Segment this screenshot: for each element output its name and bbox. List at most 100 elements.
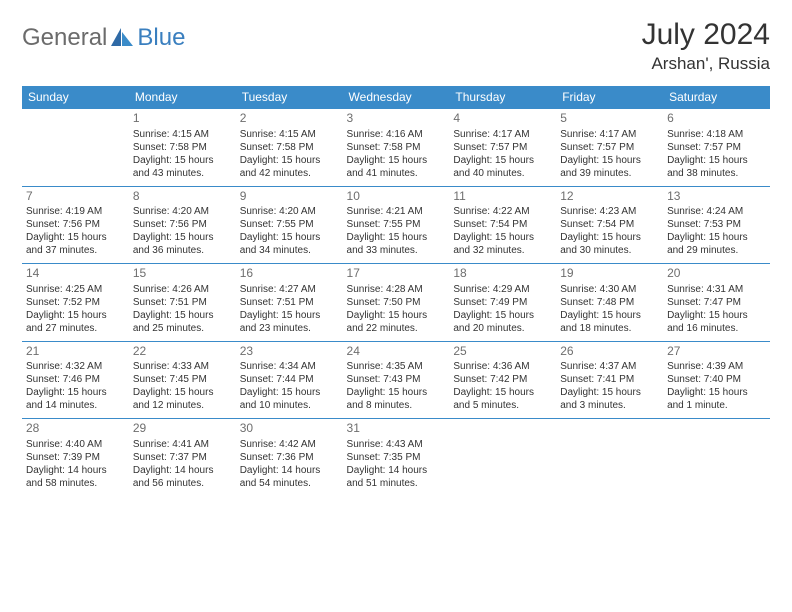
daylight-line: Daylight: 15 hours and 38 minutes. — [667, 154, 766, 180]
day-number: 7 — [26, 189, 125, 205]
sunrise-line: Sunrise: 4:29 AM — [453, 283, 552, 296]
calendar-day-cell: 7Sunrise: 4:19 AMSunset: 7:56 PMDaylight… — [22, 186, 129, 264]
daylight-line: Daylight: 15 hours and 20 minutes. — [453, 309, 552, 335]
sunset-line: Sunset: 7:54 PM — [453, 218, 552, 231]
day-number: 28 — [26, 421, 125, 437]
day-number: 4 — [453, 111, 552, 127]
sail-icon — [111, 28, 133, 48]
sunrise-line: Sunrise: 4:20 AM — [133, 205, 232, 218]
sunrise-line: Sunrise: 4:24 AM — [667, 205, 766, 218]
daylight-line: Daylight: 14 hours and 51 minutes. — [347, 464, 446, 490]
sunset-line: Sunset: 7:41 PM — [560, 373, 659, 386]
sunrise-line: Sunrise: 4:28 AM — [347, 283, 446, 296]
sunset-line: Sunset: 7:55 PM — [240, 218, 339, 231]
calendar-day-cell: 1Sunrise: 4:15 AMSunset: 7:58 PMDaylight… — [129, 109, 236, 187]
sunset-line: Sunset: 7:50 PM — [347, 296, 446, 309]
calendar-week-row: 14Sunrise: 4:25 AMSunset: 7:52 PMDayligh… — [22, 264, 770, 342]
sunset-line: Sunset: 7:37 PM — [133, 451, 232, 464]
calendar-day-cell — [556, 419, 663, 496]
sunrise-line: Sunrise: 4:17 AM — [453, 128, 552, 141]
day-number: 11 — [453, 189, 552, 205]
daylight-line: Daylight: 15 hours and 34 minutes. — [240, 231, 339, 257]
brand-logo: General Blue — [22, 18, 185, 52]
brand-part1: General — [22, 24, 107, 52]
sunrise-line: Sunrise: 4:37 AM — [560, 360, 659, 373]
day-number: 24 — [347, 344, 446, 360]
sunrise-line: Sunrise: 4:16 AM — [347, 128, 446, 141]
daylight-line: Daylight: 15 hours and 12 minutes. — [133, 386, 232, 412]
daylight-line: Daylight: 15 hours and 8 minutes. — [347, 386, 446, 412]
calendar-week-row: 21Sunrise: 4:32 AMSunset: 7:46 PMDayligh… — [22, 341, 770, 419]
sunset-line: Sunset: 7:58 PM — [240, 141, 339, 154]
daylight-line: Daylight: 15 hours and 30 minutes. — [560, 231, 659, 257]
calendar-week-row: 7Sunrise: 4:19 AMSunset: 7:56 PMDaylight… — [22, 186, 770, 264]
sunset-line: Sunset: 7:57 PM — [560, 141, 659, 154]
daylight-line: Daylight: 15 hours and 36 minutes. — [133, 231, 232, 257]
calendar-day-cell: 17Sunrise: 4:28 AMSunset: 7:50 PMDayligh… — [343, 264, 450, 342]
sunset-line: Sunset: 7:58 PM — [133, 141, 232, 154]
calendar-day-cell: 30Sunrise: 4:42 AMSunset: 7:36 PMDayligh… — [236, 419, 343, 496]
sunrise-line: Sunrise: 4:15 AM — [240, 128, 339, 141]
sunset-line: Sunset: 7:51 PM — [133, 296, 232, 309]
sunrise-line: Sunrise: 4:43 AM — [347, 438, 446, 451]
sunset-line: Sunset: 7:55 PM — [347, 218, 446, 231]
sunset-line: Sunset: 7:40 PM — [667, 373, 766, 386]
sunrise-line: Sunrise: 4:35 AM — [347, 360, 446, 373]
calendar-day-cell: 6Sunrise: 4:18 AMSunset: 7:57 PMDaylight… — [663, 109, 770, 187]
day-number: 2 — [240, 111, 339, 127]
calendar-table: SundayMondayTuesdayWednesdayThursdayFrid… — [22, 86, 770, 496]
sunrise-line: Sunrise: 4:32 AM — [26, 360, 125, 373]
sunset-line: Sunset: 7:56 PM — [26, 218, 125, 231]
sunset-line: Sunset: 7:42 PM — [453, 373, 552, 386]
sunrise-line: Sunrise: 4:36 AM — [453, 360, 552, 373]
sunrise-line: Sunrise: 4:15 AM — [133, 128, 232, 141]
daylight-line: Daylight: 15 hours and 1 minute. — [667, 386, 766, 412]
sunset-line: Sunset: 7:49 PM — [453, 296, 552, 309]
sunrise-line: Sunrise: 4:39 AM — [667, 360, 766, 373]
sunset-line: Sunset: 7:39 PM — [26, 451, 125, 464]
day-header: Saturday — [663, 86, 770, 109]
day-number: 29 — [133, 421, 232, 437]
sunrise-line: Sunrise: 4:34 AM — [240, 360, 339, 373]
daylight-line: Daylight: 15 hours and 37 minutes. — [26, 231, 125, 257]
sunrise-line: Sunrise: 4:18 AM — [667, 128, 766, 141]
sunset-line: Sunset: 7:57 PM — [667, 141, 766, 154]
sunset-line: Sunset: 7:44 PM — [240, 373, 339, 386]
sunrise-line: Sunrise: 4:17 AM — [560, 128, 659, 141]
daylight-line: Daylight: 15 hours and 40 minutes. — [453, 154, 552, 180]
sunset-line: Sunset: 7:53 PM — [667, 218, 766, 231]
daylight-line: Daylight: 15 hours and 25 minutes. — [133, 309, 232, 335]
sunrise-line: Sunrise: 4:26 AM — [133, 283, 232, 296]
calendar-day-cell: 31Sunrise: 4:43 AMSunset: 7:35 PMDayligh… — [343, 419, 450, 496]
day-header: Thursday — [449, 86, 556, 109]
calendar-day-cell: 9Sunrise: 4:20 AMSunset: 7:55 PMDaylight… — [236, 186, 343, 264]
calendar-head: SundayMondayTuesdayWednesdayThursdayFrid… — [22, 86, 770, 109]
sunrise-line: Sunrise: 4:22 AM — [453, 205, 552, 218]
calendar-day-cell: 21Sunrise: 4:32 AMSunset: 7:46 PMDayligh… — [22, 341, 129, 419]
day-header: Monday — [129, 86, 236, 109]
day-number: 18 — [453, 266, 552, 282]
sunrise-line: Sunrise: 4:41 AM — [133, 438, 232, 451]
daylight-line: Daylight: 15 hours and 32 minutes. — [453, 231, 552, 257]
day-header: Tuesday — [236, 86, 343, 109]
day-number: 30 — [240, 421, 339, 437]
day-number: 22 — [133, 344, 232, 360]
day-number: 9 — [240, 189, 339, 205]
calendar-day-cell: 2Sunrise: 4:15 AMSunset: 7:58 PMDaylight… — [236, 109, 343, 187]
day-number: 31 — [347, 421, 446, 437]
calendar-day-cell: 29Sunrise: 4:41 AMSunset: 7:37 PMDayligh… — [129, 419, 236, 496]
sunset-line: Sunset: 7:56 PM — [133, 218, 232, 231]
daylight-line: Daylight: 15 hours and 33 minutes. — [347, 231, 446, 257]
sunrise-line: Sunrise: 4:33 AM — [133, 360, 232, 373]
day-number: 12 — [560, 189, 659, 205]
day-number: 23 — [240, 344, 339, 360]
calendar-day-cell: 14Sunrise: 4:25 AMSunset: 7:52 PMDayligh… — [22, 264, 129, 342]
sunset-line: Sunset: 7:48 PM — [560, 296, 659, 309]
sunrise-line: Sunrise: 4:23 AM — [560, 205, 659, 218]
sunset-line: Sunset: 7:52 PM — [26, 296, 125, 309]
day-number: 15 — [133, 266, 232, 282]
day-number: 17 — [347, 266, 446, 282]
day-number: 13 — [667, 189, 766, 205]
daylight-line: Daylight: 15 hours and 43 minutes. — [133, 154, 232, 180]
sunrise-line: Sunrise: 4:31 AM — [667, 283, 766, 296]
